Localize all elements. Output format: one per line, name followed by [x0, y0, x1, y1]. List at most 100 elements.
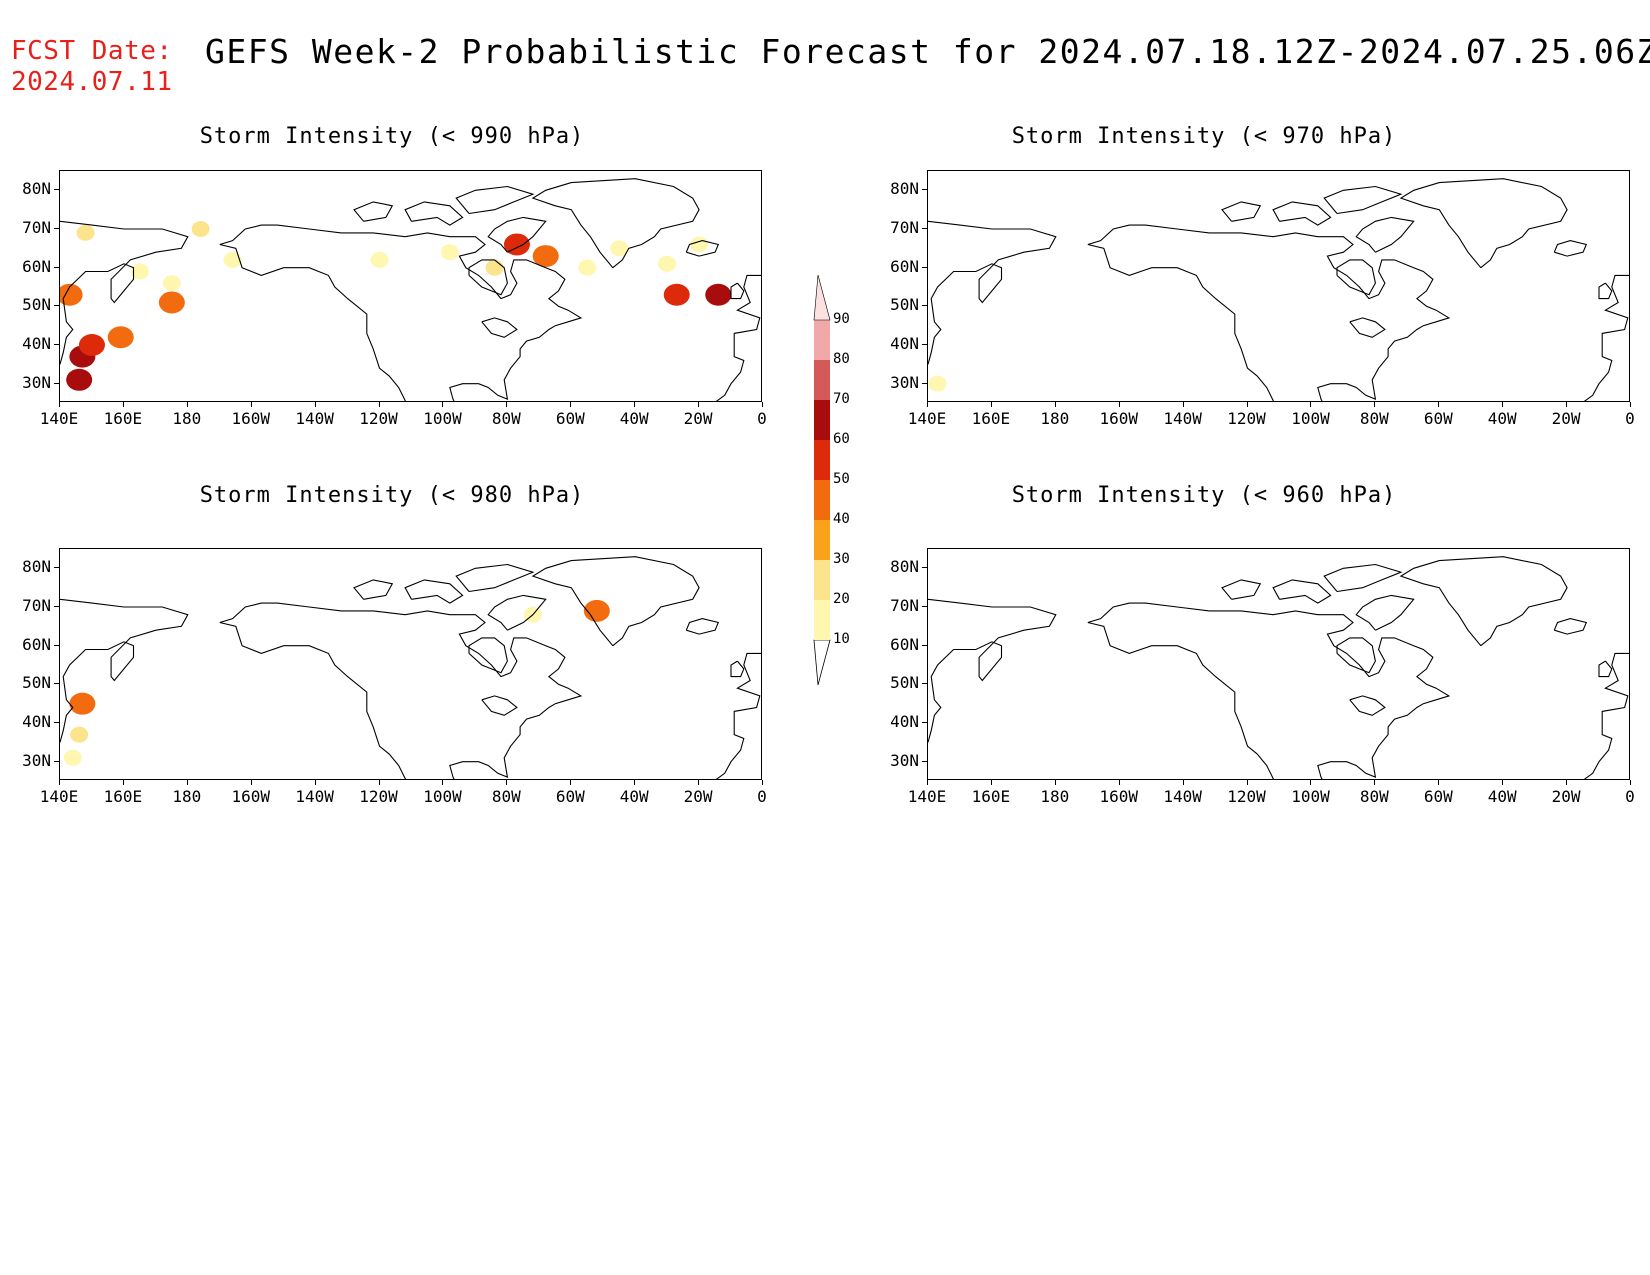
lon-tick-label: 20W: [683, 787, 713, 806]
lon-tick: [762, 402, 763, 407]
lon-tick-label: 120W: [1227, 409, 1266, 428]
panel-title-990: Storm Intensity (< 990 hPa): [199, 124, 585, 149]
lon-tick: [570, 780, 572, 785]
lon-tick-label: 140E: [39, 787, 79, 806]
lat-tick: [922, 760, 927, 762]
lat-tick-label: 70N: [22, 596, 51, 615]
coastline: [455, 185, 535, 215]
lon-tick-label: 0: [757, 409, 767, 428]
coastline: [1399, 556, 1568, 647]
lat-tick-label: 80N: [22, 179, 51, 199]
probability-blob: [663, 283, 690, 306]
lon-tick-label: 20W: [683, 409, 713, 428]
lat-tick: [54, 228, 59, 229]
lon-tick-label: 180: [172, 409, 202, 428]
lat-tick-label: 50N: [890, 295, 919, 315]
coastline: [1553, 618, 1588, 635]
lon-tick: [506, 780, 508, 785]
lon-tick: [762, 780, 763, 785]
map-canvas: [60, 178, 761, 401]
lon-tick-label: 140E: [39, 409, 79, 428]
colorbar-segment: [814, 360, 830, 400]
lon-tick: [59, 402, 60, 407]
lon-tick-label: 60W: [555, 409, 585, 428]
lat-tick-label: 60N: [890, 256, 919, 276]
coastline: [404, 201, 464, 226]
lat-tick-label: 60N: [890, 634, 919, 654]
lon-tick: [314, 780, 316, 785]
lon-tick-label: 120W: [359, 409, 398, 428]
lon-tick-label: 100W: [1291, 409, 1330, 428]
probability-blob: [610, 240, 629, 257]
coastline: [928, 598, 1057, 743]
lon-tick: [378, 402, 380, 407]
forecast-date: FCST Date: 2024.07.11: [11, 36, 173, 98]
lon-tick-label: 160W: [1099, 409, 1138, 428]
colorbar: [813, 274, 831, 686]
colorbar-level-label: 30: [833, 551, 850, 567]
lon-tick: [1182, 402, 1184, 407]
coastline: [730, 660, 745, 678]
lon-tick: [122, 402, 124, 407]
lon-tick-label: 40W: [619, 787, 649, 806]
lon-tick: [1118, 780, 1120, 785]
lat-tick: [922, 567, 927, 569]
coastline: [685, 618, 720, 635]
coastline: [928, 220, 1057, 365]
lon-tick-label: 100W: [1291, 787, 1330, 806]
lon-tick: [570, 402, 572, 407]
lon-tick: [1374, 402, 1376, 407]
lat-tick-label: 60N: [22, 634, 51, 654]
forecast-date-value: 2024.07.11: [11, 67, 173, 97]
coastline: [353, 201, 394, 222]
coastline: [531, 178, 700, 269]
probability-blob: [107, 326, 134, 349]
lon-tick: [506, 402, 508, 407]
coastline: [1087, 602, 1451, 779]
lon-tick-label: 140W: [1163, 787, 1202, 806]
probability-blob: [158, 291, 185, 314]
coastline: [481, 317, 518, 338]
colorbar-level-label: 10: [833, 631, 850, 647]
lon-tick-label: 100W: [423, 409, 462, 428]
lon-tick: [314, 402, 316, 407]
coastline: [715, 274, 761, 401]
coastline: [1336, 259, 1376, 296]
colorbar-level-label: 80: [833, 351, 850, 367]
lat-tick: [922, 722, 927, 723]
probability-blob: [60, 283, 83, 306]
coastline: [487, 594, 547, 631]
lon-tick-label: 160W: [231, 787, 270, 806]
lon-tick-label: 140W: [1163, 409, 1202, 428]
lon-tick: [186, 780, 188, 785]
colorbar-level-label: 50: [833, 471, 850, 487]
lon-tick: [250, 402, 252, 407]
map-canvas: [928, 556, 1629, 779]
coastline: [1221, 579, 1262, 600]
lon-tick: [1246, 402, 1248, 407]
lat-tick: [922, 606, 927, 607]
probability-blob: [583, 599, 610, 622]
lat-tick-label: 60N: [22, 256, 51, 276]
lat-tick-label: 80N: [890, 179, 919, 199]
coastline: [1323, 563, 1403, 593]
coastline: [1583, 274, 1629, 401]
lon-tick: [990, 780, 992, 785]
lat-tick-label: 80N: [890, 557, 919, 577]
lat-tick-label: 40N: [890, 712, 919, 731]
lon-tick-label: 60W: [1423, 787, 1453, 806]
lon-tick-label: 180: [172, 787, 202, 806]
coastline: [1553, 240, 1588, 257]
lat-tick: [54, 683, 59, 685]
map-panel-970: [927, 170, 1630, 402]
lat-tick: [922, 228, 927, 229]
lon-tick-label: 160W: [231, 409, 270, 428]
coastline: [1323, 185, 1403, 215]
coastline: [1336, 637, 1376, 674]
coastline: [1349, 317, 1386, 338]
map-panel-990: [59, 170, 762, 402]
lon-tick: [186, 402, 188, 407]
map-panel-980: [59, 548, 762, 780]
colorbar-segment: [814, 400, 830, 440]
lat-tick: [54, 266, 59, 268]
